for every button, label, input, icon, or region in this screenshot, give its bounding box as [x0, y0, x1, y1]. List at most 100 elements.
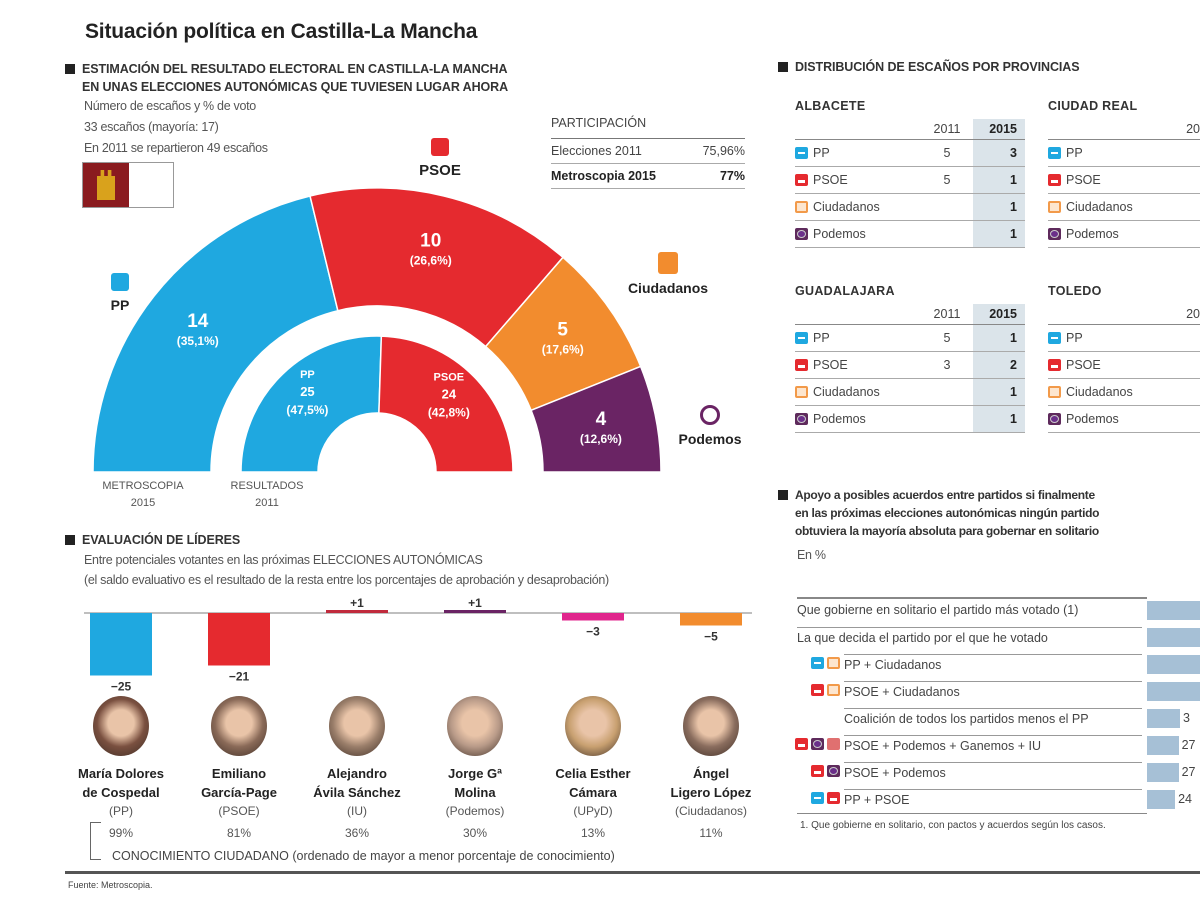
party-name: PSOE [1066, 358, 1101, 372]
leader-photo [93, 696, 149, 756]
inner-ring-label-line: RESULTADOS [230, 480, 304, 492]
cs-icon [827, 684, 840, 696]
estimate-heading: ESTIMACIÓN DEL RESULTADO ELECTORAL EN CA… [65, 60, 508, 96]
province-row: PSOE [1048, 352, 1200, 379]
province-row: Podemos [1048, 406, 1200, 433]
leader-card: Ángel Ligero López (Ciudadanos) 11% [652, 696, 770, 840]
leaders-bar-chart: −25 −21 +1 +1 −3 −5 [84, 596, 752, 694]
province-row: PSOE 5 1 [795, 167, 1025, 194]
leader-card: María Dolores de Cospedal (PP) 99% [62, 696, 180, 840]
pod-icon [795, 228, 808, 240]
note-2011-seats: En 2011 se repartieron 49 escaños [84, 141, 268, 155]
province-name: CIUDAD REAL [1048, 99, 1138, 113]
parliament-slice-pp [240, 335, 383, 473]
leader-card: Alejandro Ávila Sánchez (IU) 36% [298, 696, 416, 840]
pod-icon [1048, 413, 1061, 425]
party-cell: PP [1048, 325, 1164, 351]
header-2015: 2015 [973, 119, 1025, 139]
leader-knowledge: 99% [108, 826, 134, 840]
support-label: La que decida el partido por el que he v… [797, 627, 1142, 651]
province-table-guadalajara: GUADALAJARA 2011 2015 PP 5 1 PSOE 3 2 Ciudadanos 1… [795, 284, 1025, 433]
leader-photo [329, 696, 385, 756]
parliament-slice-podemos [530, 365, 662, 473]
leader-name-line: Ávila Sánchez [313, 785, 401, 800]
party-cell: Ciudadanos [795, 379, 921, 405]
province-header: 20 [1048, 119, 1200, 140]
party-name: PSOE [813, 358, 848, 372]
header-spacer [1048, 119, 1164, 139]
cs-icon [1048, 201, 1061, 213]
source-note: Fuente: Metroscopia. [68, 880, 153, 890]
pod-icon [795, 413, 808, 425]
seats-2015: 1 [973, 325, 1025, 351]
leader-bar [680, 613, 742, 626]
seats-2015: 3 [973, 140, 1025, 166]
leader-name-line: María Dolores [78, 766, 164, 781]
header-2015: 2015 [973, 304, 1025, 324]
pp-icon [1048, 332, 1061, 344]
psoe-icon [811, 765, 824, 777]
party-cell: Podemos [795, 406, 921, 432]
inner-ring-label-line: 2011 [255, 497, 279, 509]
estimate-notes: Número de escaños y % de voto 33 escaños… [84, 96, 268, 159]
header-spacer [1048, 304, 1164, 324]
support-heading: Apoyo a posibles acuerdos entre partidos… [778, 486, 1099, 540]
support-row: PP + PSOE 24 [797, 786, 1200, 813]
leader-name: María Dolores de Cospedal [62, 764, 180, 802]
leader-bar-value: −5 [704, 630, 718, 644]
cs-icon [795, 201, 808, 213]
support-title-line: Apoyo a posibles acuerdos entre partidos… [795, 488, 1095, 502]
party-name: PP [813, 146, 830, 160]
podemos-logo-icon [700, 405, 720, 425]
province-name: ALBACETE [795, 99, 866, 113]
province-row: Ciudadanos [1048, 194, 1200, 221]
section-bullet-icon [778, 490, 788, 500]
leader-party: (Podemos) [445, 804, 505, 818]
note-seats-vote: Número de escaños y % de voto [84, 99, 256, 113]
party-cell: PSOE [1048, 167, 1164, 193]
psoe-logo-icon [431, 138, 449, 156]
support-title-line: en las próximas elecciones autonómicas n… [795, 506, 1100, 520]
knowledge-caption: CONOCIMIENTO CIUDADANO (ordenado de mayo… [112, 849, 615, 863]
psoe-icon [795, 359, 808, 371]
participation-row: Metroscopia 2015 77% [551, 164, 745, 189]
support-row: PSOE + Podemos + Ganemos + IU 27 [795, 732, 1200, 759]
leader-party: (UPyD) [573, 804, 613, 818]
slice-pct-label: (47,5%) [286, 403, 328, 417]
participation-value: 77% [719, 169, 745, 183]
inner-ring-label: RESULTADOS 2011 [222, 478, 312, 512]
leader-name-line: Molina [454, 785, 496, 800]
support-bar [1147, 709, 1180, 728]
leaders-heading: EVALUACIÓN DE LÍDERES [65, 531, 240, 549]
legend-pp: PP [104, 273, 136, 313]
outer-ring-label: METROSCOPIA 2015 [88, 478, 198, 512]
province-row: Podemos 1 [795, 221, 1025, 248]
support-bar-chart: Que gobierne en solitario el partido más… [795, 597, 1200, 814]
support-label: PP + Ciudadanos [844, 654, 1142, 678]
support-party-icons [811, 792, 840, 804]
province-row: PP 5 3 [795, 140, 1025, 167]
leader-knowledge: 81% [226, 826, 252, 840]
party-name: Podemos [1066, 227, 1119, 241]
page-title: Situación política en Castilla-La Mancha [85, 20, 478, 43]
note-seats-total: 33 escaños (mayoría: 17) [84, 120, 219, 134]
leader-bar-value: −25 [111, 680, 132, 694]
support-party-icons [811, 684, 840, 696]
party-cell: Ciudadanos [1048, 194, 1164, 220]
leader-party: (PSOE) [218, 804, 260, 818]
psoe-icon [1048, 359, 1061, 371]
support-unit: En % [797, 548, 826, 562]
leader-name: Emiliano García-Page [180, 764, 298, 802]
support-value: 27 [1181, 738, 1196, 752]
party-cell: PP [795, 140, 921, 166]
psoe-icon [811, 684, 824, 696]
slice-pct-label: (42,8%) [428, 405, 470, 419]
support-value: 24 [1178, 792, 1192, 806]
party-name: Podemos [1066, 412, 1119, 426]
leader-bar-value: +1 [468, 596, 482, 610]
party-cell: Ciudadanos [795, 194, 921, 220]
province-row: Ciudadanos 1 [795, 194, 1025, 221]
outer-ring-label-line: 2015 [130, 497, 156, 509]
provinces-title: DISTRIBUCIÓN DE ESCAÑOS POR PROVINCIAS [795, 60, 1080, 74]
leader-card: Jorge Gª Molina (Podemos) 30% [416, 696, 534, 840]
